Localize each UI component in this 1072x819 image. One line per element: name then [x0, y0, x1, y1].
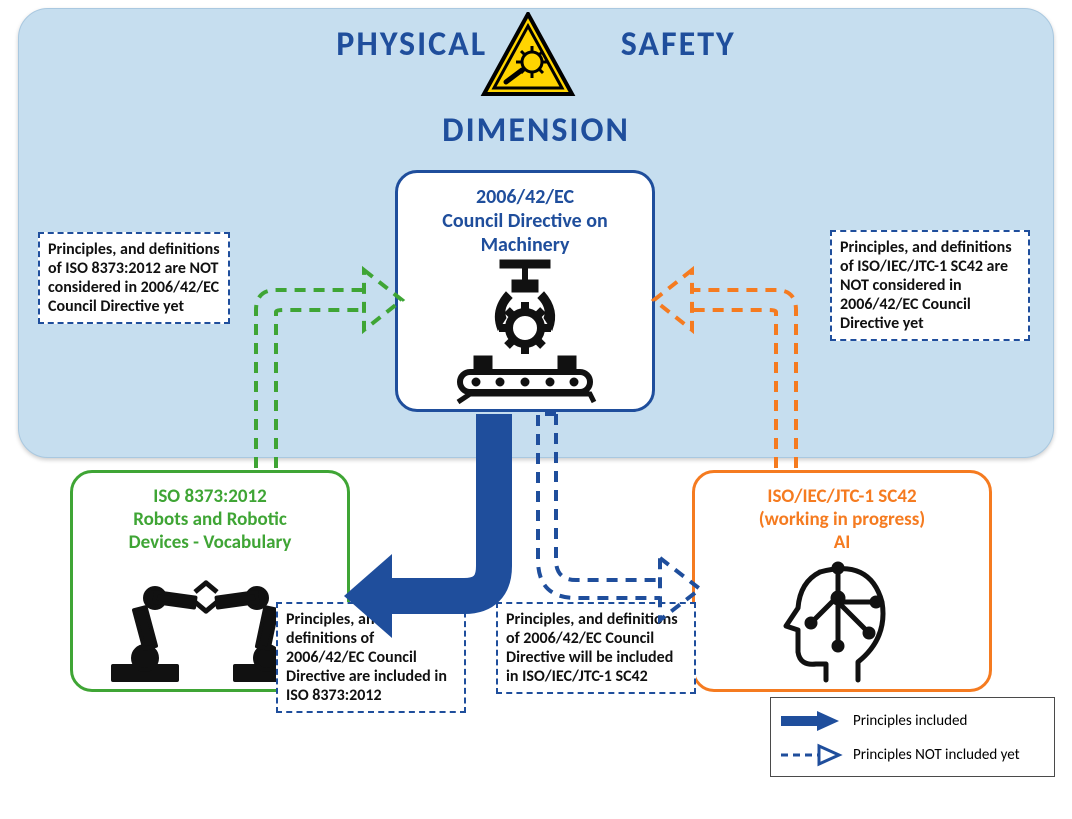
right-node-line2: (working in progress)	[705, 508, 979, 531]
legend-row-included: Principles included	[779, 704, 1046, 738]
note-bottom-left-text: Principles, and definitions of 2006/42/E…	[286, 610, 447, 705]
center-node-line1: 2006/42/EC	[408, 185, 642, 209]
note-top-left: Principles, and definitions of ISO 8373:…	[38, 232, 230, 324]
note-top-right: Principles, and definitions of ISO/IEC/J…	[830, 230, 1030, 341]
note-bottom-left: Principles, and definitions of 2006/42/E…	[276, 602, 466, 713]
note-top-right-text: Principles, and definitions of ISO/IEC/J…	[840, 238, 1012, 333]
right-node-line3: AI	[705, 531, 979, 554]
center-node-line2: Council Directive on	[408, 209, 642, 233]
legend-row1-label: Principles included	[853, 712, 967, 730]
title-safety: SAFETY	[621, 24, 736, 65]
legend-dashed-arrow-icon	[779, 743, 843, 767]
legend: Principles included Principles NOT inclu…	[770, 697, 1055, 777]
legend-solid-arrow-icon	[779, 709, 843, 733]
legend-row2-label: Principles NOT included yet	[853, 746, 1020, 764]
note-top-left-text: Principles, and definitions of ISO 8373:…	[48, 240, 220, 316]
center-node-line3: Machinery	[408, 233, 642, 257]
machinery-icon	[440, 258, 610, 411]
legend-row-not-included: Principles NOT included yet	[779, 738, 1046, 772]
left-node-line3: Devices - Vocabulary	[83, 531, 337, 554]
title-physical: PHYSICAL	[336, 24, 487, 65]
ai-head-icon	[770, 552, 920, 695]
title-dimension: DIMENSION	[442, 110, 630, 151]
title-line-2: DIMENSION	[0, 110, 1072, 151]
left-node-line2: Robots and Robotic	[83, 508, 337, 531]
diagram-canvas: PHYSICAL SAFETY DIMENSION	[0, 0, 1072, 819]
left-node-line1: ISO 8373:2012	[83, 485, 337, 508]
note-bottom-mid: Principles, and definitions of 2006/42/E…	[496, 602, 696, 694]
right-node-line1: ISO/IEC/JTC-1 SC42	[705, 485, 979, 508]
note-bottom-mid-text: Principles, and definitions of 2006/42/E…	[506, 610, 678, 686]
warning-triangle-icon	[480, 12, 576, 103]
